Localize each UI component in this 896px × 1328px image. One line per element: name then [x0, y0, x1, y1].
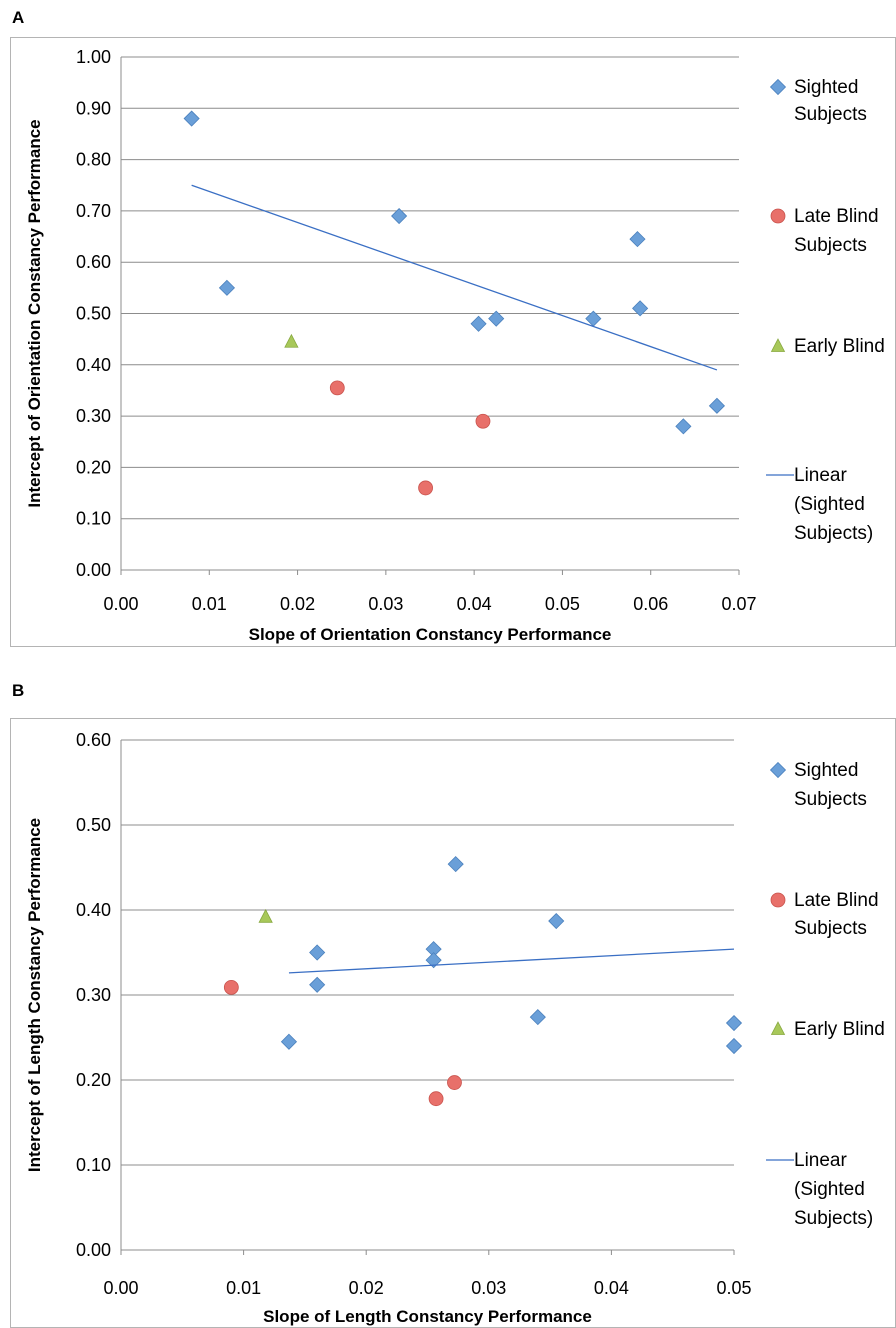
series-line [191, 184, 718, 371]
trend-line [191, 184, 718, 371]
data-point-diamond [675, 418, 692, 435]
data-point-diamond [529, 1009, 546, 1026]
data-point-triangle [258, 908, 273, 923]
data-point-diamond [725, 1014, 743, 1032]
y-tick-label: 0.30 [76, 406, 111, 426]
data-point-circle [475, 413, 491, 429]
legend-triangle-swatch [770, 1021, 786, 1035]
data-point-diamond [280, 1033, 298, 1050]
data-point-diamond [309, 944, 326, 961]
data-point-diamond [708, 397, 725, 414]
legend-circle-swatch [770, 208, 786, 224]
y-tick-label: 0.00 [76, 1240, 111, 1260]
data-point-diamond [629, 231, 646, 248]
y-tick-label: 0.70 [76, 201, 111, 221]
y-tick-label: 0.10 [76, 1155, 111, 1175]
y-tick-label: 0.20 [76, 457, 111, 477]
data-point-diamond [548, 912, 565, 930]
y-tick-label: 0.10 [76, 509, 111, 529]
data-point-diamond [183, 110, 200, 127]
legend-label: Early Blind [794, 1019, 885, 1040]
y-tick-label: 0.40 [76, 355, 111, 375]
data-point-circle [329, 380, 345, 396]
y-tick-label: 0.90 [76, 98, 111, 118]
data-point-diamond [309, 976, 326, 993]
y-tick-label: 0.60 [76, 730, 111, 750]
x-tick-label: 0.06 [633, 594, 668, 614]
data-point-circle [223, 979, 239, 995]
data-point-diamond [425, 952, 442, 969]
x-tick-label: 0.00 [103, 594, 138, 614]
data-point-diamond [218, 279, 236, 296]
data-point-circle [447, 1075, 462, 1090]
x-tick-label: 0.04 [594, 1278, 629, 1298]
series-diamond [183, 110, 725, 435]
y-tick-label: 0.80 [76, 150, 111, 170]
legend-label: Early Blind [794, 336, 885, 357]
data-point-diamond [391, 207, 408, 225]
x-tick-label: 0.03 [368, 594, 403, 614]
y-tick-label: 0.50 [76, 815, 111, 835]
y-tick-label: 0.30 [76, 985, 111, 1005]
x-tick-label: 0.00 [103, 1278, 138, 1298]
legend-label: Linear (Sighted Subjects) [794, 465, 873, 544]
legend-label: Late Blind Subjects [794, 206, 879, 256]
y-axis-title: Intercept of Length Constancy Performanc… [25, 818, 44, 1172]
data-point-diamond [632, 300, 649, 317]
series-line [288, 948, 735, 974]
y-tick-label: 1.00 [76, 47, 111, 67]
legend-diamond-swatch [769, 761, 787, 779]
x-tick-label: 0.07 [721, 594, 756, 614]
y-axis-title: Intercept of Orientation Constancy Perfo… [25, 119, 44, 507]
y-tick-label: 0.50 [76, 304, 111, 324]
data-point-diamond [488, 310, 505, 327]
x-tick-label: 0.01 [192, 594, 227, 614]
legend-circle-swatch [770, 892, 786, 908]
series-triangle [284, 333, 299, 348]
series-circle [223, 979, 462, 1107]
legend-triangle-swatch [770, 338, 786, 352]
legend-diamond-swatch [769, 78, 787, 96]
legend-label: Sighted Subjects [794, 77, 867, 125]
x-axis-title: Slope of Length Constancy Performance [263, 1307, 592, 1326]
legend-label: Sighted Subjects [794, 760, 867, 810]
y-tick-label: 0.60 [76, 252, 111, 272]
x-tick-label: 0.03 [471, 1278, 506, 1298]
data-point-diamond [470, 315, 487, 332]
y-tick-label: 0.40 [76, 900, 111, 920]
x-tick-label: 0.04 [457, 594, 492, 614]
legend-label: Linear (Sighted Subjects) [794, 1150, 873, 1229]
x-tick-label: 0.05 [716, 1278, 751, 1298]
series-triangle [258, 908, 273, 923]
panel-b-letter: B [12, 681, 25, 700]
data-point-circle [428, 1091, 444, 1107]
data-point-diamond [725, 1037, 743, 1055]
series-circle [329, 380, 491, 496]
y-tick-label: 0.20 [76, 1070, 111, 1090]
x-tick-label: 0.02 [349, 1278, 384, 1298]
x-tick-label: 0.02 [280, 594, 315, 614]
x-axis-title: Slope of Orientation Constancy Performan… [249, 625, 612, 644]
data-point-diamond [447, 856, 464, 873]
series-diamond [280, 856, 743, 1055]
x-tick-label: 0.05 [545, 594, 580, 614]
y-tick-label: 0.00 [76, 560, 111, 580]
data-point-triangle [284, 333, 299, 348]
panel-a-letter: A [12, 8, 25, 27]
x-tick-label: 0.01 [226, 1278, 261, 1298]
legend-label: Late Blind Subjects [794, 890, 879, 939]
trend-line [288, 948, 735, 974]
data-point-circle [418, 480, 433, 496]
